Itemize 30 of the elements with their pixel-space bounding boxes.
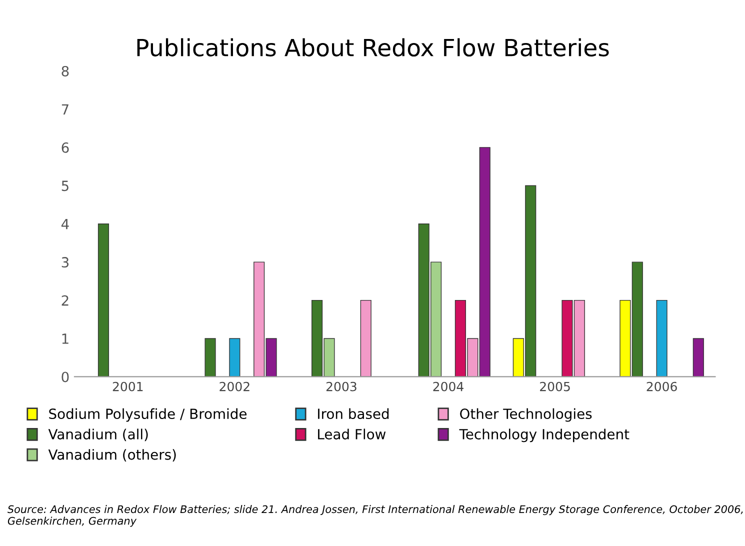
bar	[98, 224, 110, 377]
legend-label: Technology Independent	[459, 428, 630, 442]
bar	[360, 300, 372, 377]
x-tick-label: 2004	[433, 382, 464, 392]
bar	[692, 338, 704, 377]
x-tick-label: 2002	[220, 382, 250, 392]
y-tick-label: 4	[61, 219, 69, 230]
x-tick-label: 2003	[326, 382, 356, 392]
chart-title: Publications About Redox Flow Batteries	[137, 38, 609, 56]
bar	[656, 300, 668, 377]
x-tick-label: 2005	[540, 382, 570, 392]
legend-label: Lead Flow	[318, 428, 386, 440]
y-tick-label: 6	[62, 142, 69, 153]
x-tick-label: 2006	[646, 382, 677, 392]
legend-label: Iron based	[318, 408, 389, 420]
y-tick-label: 8	[62, 66, 69, 76]
y-tick-label: 5	[62, 180, 68, 192]
bar	[229, 338, 240, 377]
source-note: Source: Advances in Redox Flow Batteries; slide 21. Andrea Jossen, First International Renewable Energy Storage Conference, October 2006, Gelsenkirchen, Germany	[8, 505, 743, 527]
legend-label: Other Technologies	[460, 408, 592, 422]
y-tick-label: 0	[62, 372, 69, 382]
y-tick-label: 7	[62, 104, 68, 114]
y-tick-label: 3	[62, 257, 69, 268]
legend-label: Sodium Polysufide / Bromide	[49, 408, 247, 422]
y-tick-label: 1	[62, 334, 68, 344]
x-tick-label: 2001	[112, 382, 143, 392]
bar	[204, 338, 216, 377]
y-tick-label: 2	[62, 295, 68, 306]
legend-label: Vanadium (all)	[48, 428, 148, 442]
legend-label: Vanadium (others)	[48, 449, 176, 462]
